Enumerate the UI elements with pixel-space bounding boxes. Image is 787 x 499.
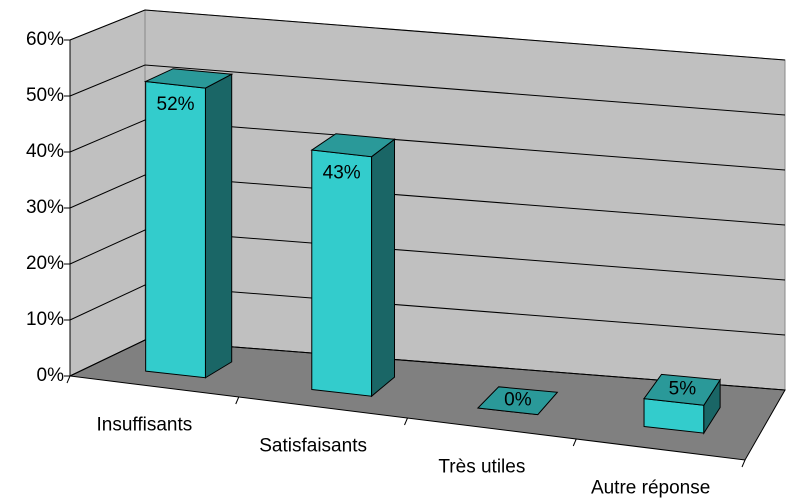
- x-tick: [741, 459, 746, 468]
- bar: [476, 386, 559, 416]
- value-label: 43%: [323, 162, 361, 183]
- x-tick: [404, 417, 408, 426]
- value-label: 0%: [504, 389, 532, 410]
- grid-line: [69, 64, 786, 116]
- x-tick-label: Très utiles: [438, 457, 525, 478]
- grid-line: [69, 229, 786, 281]
- bar-side: [204, 73, 233, 379]
- bar-top: [643, 373, 721, 406]
- x-tick-label: Insuffisants: [96, 415, 192, 436]
- bar-top: [310, 133, 396, 158]
- y-tick-label: 40%: [26, 141, 64, 162]
- grid-line: [69, 119, 786, 171]
- grid-line: [69, 174, 786, 226]
- y-tick-label: 60%: [26, 29, 64, 50]
- bar: [310, 133, 396, 398]
- grid-line: [69, 339, 786, 391]
- x-tick-label: Autre réponse: [591, 478, 710, 499]
- x-tick: [66, 375, 71, 384]
- y-tick-label: 50%: [26, 85, 64, 106]
- y-tick-label: 20%: [26, 253, 64, 274]
- x-tick-label: Satisfaisants: [259, 436, 367, 457]
- x-tick: [572, 438, 577, 447]
- side-wall: [69, 9, 146, 377]
- y-tick-label: 10%: [26, 309, 64, 330]
- value-label: 5%: [669, 379, 697, 400]
- x-tick: [235, 396, 240, 405]
- y-tick-label: 30%: [26, 197, 64, 218]
- grid-line: [69, 9, 786, 61]
- y-tick-label: 0%: [37, 365, 65, 386]
- value-label: 52%: [157, 94, 195, 115]
- bar-front: [145, 80, 206, 379]
- bar: [643, 373, 721, 435]
- grid-line: [69, 284, 786, 336]
- bar-side: [371, 138, 396, 398]
- bar-front: [311, 149, 373, 397]
- bar-top: [143, 68, 234, 89]
- bar: [143, 68, 234, 379]
- bar-top: [476, 386, 559, 416]
